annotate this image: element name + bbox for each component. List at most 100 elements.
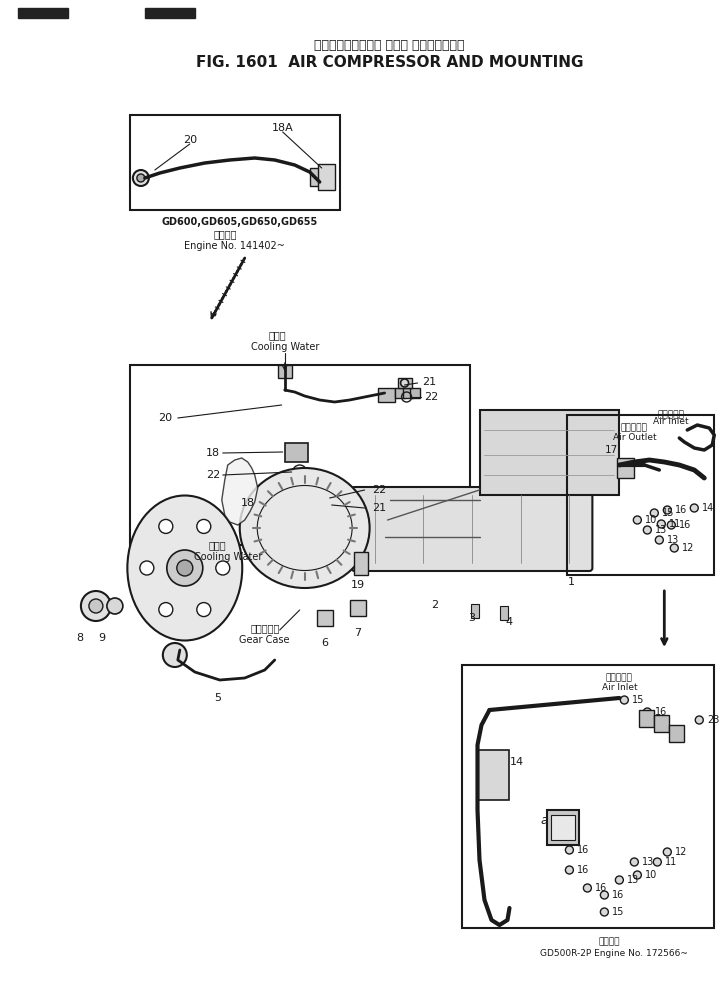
Circle shape <box>159 603 173 617</box>
Text: Engine No. 141402~: Engine No. 141402~ <box>184 241 285 251</box>
Text: 8: 8 <box>77 633 83 643</box>
Text: 1: 1 <box>568 577 575 587</box>
Bar <box>288 493 309 510</box>
Bar <box>552 815 576 840</box>
Circle shape <box>657 520 665 528</box>
Circle shape <box>630 858 638 866</box>
Circle shape <box>159 519 173 533</box>
FancyBboxPatch shape <box>351 487 592 571</box>
Text: 18A: 18A <box>272 123 294 133</box>
Circle shape <box>565 846 573 854</box>
Circle shape <box>690 504 698 512</box>
Bar <box>639 710 654 727</box>
Text: 22: 22 <box>424 392 439 402</box>
Circle shape <box>167 550 202 586</box>
Text: 適用号機: 適用号機 <box>213 229 236 239</box>
Text: 10: 10 <box>646 515 658 525</box>
Text: エアー入口: エアー入口 <box>658 410 685 419</box>
Text: 9: 9 <box>98 633 106 643</box>
Text: FIG. 1601  AIR COMPRESSOR AND MOUNTING: FIG. 1601 AIR COMPRESSOR AND MOUNTING <box>196 54 583 70</box>
Bar <box>278 365 291 378</box>
Text: 13: 13 <box>655 525 667 535</box>
Circle shape <box>663 848 671 856</box>
Text: Gear Case: Gear Case <box>239 635 290 645</box>
Circle shape <box>197 603 211 617</box>
Bar <box>309 493 328 505</box>
Bar <box>669 725 684 742</box>
Text: 11: 11 <box>669 519 682 529</box>
Text: 18: 18 <box>206 448 220 458</box>
Text: Cooling Water: Cooling Water <box>194 552 262 562</box>
Bar <box>317 610 333 626</box>
Text: 21: 21 <box>372 503 387 513</box>
Text: 17: 17 <box>604 445 618 455</box>
Bar <box>471 604 479 618</box>
Circle shape <box>137 174 145 182</box>
Text: 16: 16 <box>680 520 691 530</box>
Bar <box>654 715 669 732</box>
Text: 冷却水: 冷却水 <box>209 540 226 550</box>
Bar <box>130 365 469 545</box>
Text: 18: 18 <box>241 498 254 508</box>
Text: エアー出口: エアー出口 <box>621 423 648 432</box>
Circle shape <box>650 509 659 517</box>
Text: Air Outlet: Air Outlet <box>612 433 656 443</box>
Circle shape <box>620 696 628 704</box>
Text: 15: 15 <box>633 695 645 705</box>
Text: Cooling Water: Cooling Water <box>250 342 319 352</box>
Circle shape <box>633 871 641 879</box>
Bar <box>617 458 634 478</box>
Text: 13: 13 <box>667 535 680 545</box>
Bar <box>377 388 395 402</box>
Circle shape <box>177 560 193 576</box>
Text: 22: 22 <box>372 485 387 495</box>
Text: ギヤケース: ギヤケース <box>250 623 279 633</box>
Text: GD600,GD605,GD650,GD655: GD600,GD605,GD650,GD655 <box>162 217 318 227</box>
Text: 21: 21 <box>422 377 437 387</box>
Circle shape <box>107 598 123 614</box>
FancyBboxPatch shape <box>479 410 620 495</box>
Circle shape <box>133 170 149 186</box>
Circle shape <box>696 716 703 724</box>
Text: 10: 10 <box>646 870 658 880</box>
Circle shape <box>643 526 651 534</box>
Text: 7: 7 <box>354 628 362 638</box>
Text: GD500R-2P Engine No. 172566~: GD500R-2P Engine No. 172566~ <box>540 950 688 958</box>
Bar <box>317 164 335 190</box>
Text: 20: 20 <box>158 413 172 423</box>
Text: 4: 4 <box>506 617 513 627</box>
Circle shape <box>670 544 678 552</box>
Text: 2: 2 <box>431 600 438 610</box>
Text: 13: 13 <box>628 875 640 885</box>
Bar <box>409 388 419 398</box>
Text: 20: 20 <box>183 135 197 145</box>
Circle shape <box>667 521 675 529</box>
Bar <box>395 388 405 398</box>
Text: 16: 16 <box>578 845 590 855</box>
Bar <box>145 8 194 18</box>
Text: 16: 16 <box>655 707 667 717</box>
Polygon shape <box>222 458 257 525</box>
Text: 23: 23 <box>707 715 719 725</box>
Bar <box>568 415 714 575</box>
Circle shape <box>655 536 663 544</box>
Bar <box>354 552 367 575</box>
Circle shape <box>615 876 623 884</box>
Bar <box>350 600 366 616</box>
Text: 6: 6 <box>321 638 328 648</box>
Bar <box>285 443 308 462</box>
Text: 16: 16 <box>595 883 607 893</box>
Text: 22: 22 <box>205 470 220 480</box>
Bar <box>477 750 510 800</box>
Circle shape <box>643 708 651 716</box>
Circle shape <box>600 908 608 916</box>
Text: 15: 15 <box>662 508 675 518</box>
Bar <box>500 606 508 620</box>
Text: 14: 14 <box>702 503 714 513</box>
Text: 19: 19 <box>351 580 364 590</box>
Text: 適用号機: 適用号機 <box>599 938 620 947</box>
Text: エアーコンプレッサ および マウンティング: エアーコンプレッサ および マウンティング <box>315 38 465 51</box>
Circle shape <box>140 561 154 575</box>
Text: 5: 5 <box>214 693 221 703</box>
Text: a: a <box>541 813 548 827</box>
